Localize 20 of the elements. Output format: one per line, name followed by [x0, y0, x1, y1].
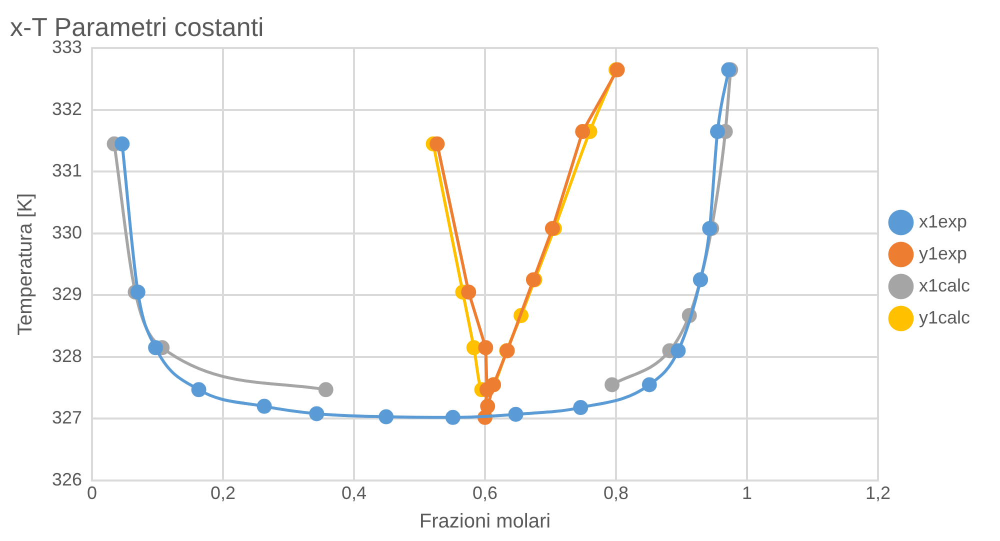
y-tick-label: 328	[52, 346, 82, 366]
y-tick-label: 327	[52, 408, 82, 428]
x-tick-label: 1,2	[865, 483, 890, 504]
legend-label: x1exp	[918, 211, 968, 232]
y-tick-label: 331	[52, 160, 82, 181]
x-tick-label: 0,8	[603, 483, 629, 504]
x-tick-label: 0,6	[472, 483, 498, 504]
x-tick-label: 0,4	[342, 483, 367, 504]
legend-label: y1exp	[918, 243, 968, 264]
x-tick-label: 1	[742, 483, 752, 504]
y-tick-label: 329	[52, 284, 82, 304]
x-tick-label: 0	[87, 483, 98, 504]
y-tick-label: 330	[52, 222, 82, 242]
x-tick-label: 0,2	[210, 483, 236, 504]
legend-label: y1calc	[918, 307, 970, 328]
x-axis-title: Frazioni molari	[419, 510, 551, 533]
y-tick-label: 332	[52, 98, 82, 119]
y-axis-title: Temperatura [K]	[14, 193, 37, 336]
legend-label: x1calc	[918, 275, 970, 296]
y-tick-label: 326	[52, 469, 82, 490]
